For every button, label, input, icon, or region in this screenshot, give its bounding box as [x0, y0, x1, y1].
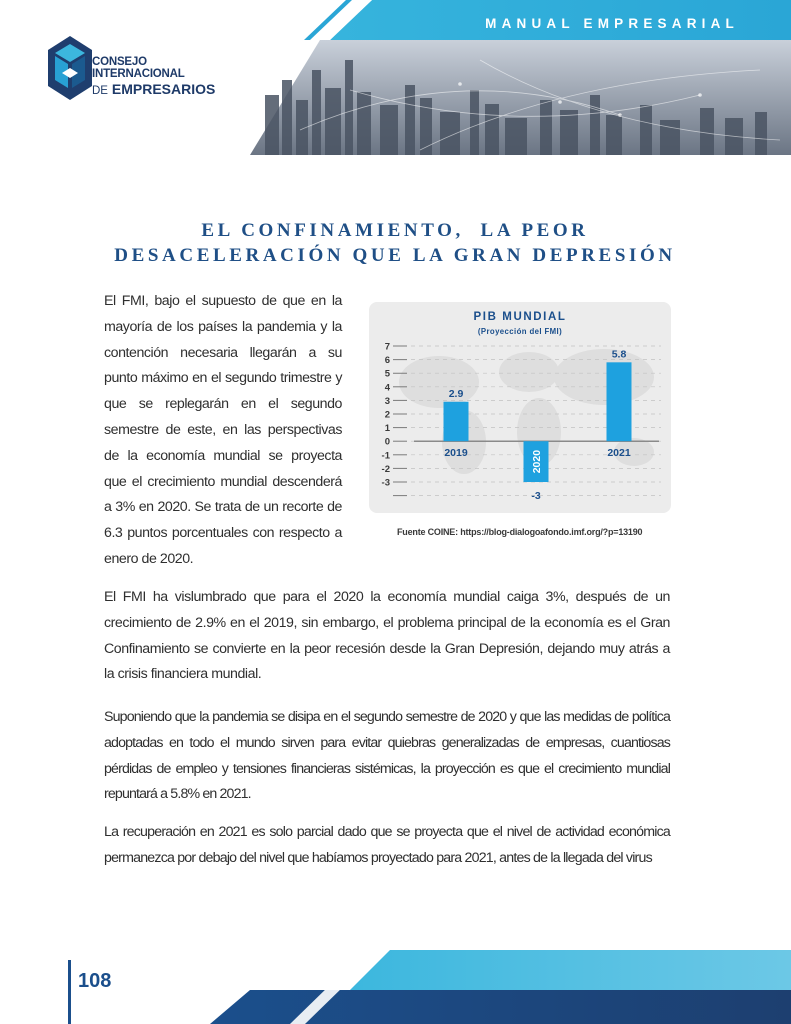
x-category-label: 2019	[444, 447, 468, 459]
organization-logo: CONSEJO INTERNACIONAL DE EMPRESARIOS	[48, 36, 228, 102]
logo-line-1: CONSEJO INTERNACIONAL	[92, 56, 185, 80]
chart-source: Fuente COINE: https://blog-dialogoafondo…	[397, 527, 643, 537]
paragraph-1: El FMI ha vislumbrado que para el 2020 l…	[104, 589, 670, 683]
page-number-rule	[68, 960, 71, 1024]
heading-line-1: EL CONFINAMIENTO, LA PEOR	[201, 220, 589, 241]
paragraph-2: Suponiendo que la pandemia se disipa en …	[104, 709, 671, 803]
gdp-chart-plot: 7 6 5 4 3 2 1 0 -1 -2 -3 2.9 2019 -3 2020 5.8 2021	[382, 342, 661, 502]
y-tick-label: 6	[385, 355, 390, 366]
cie-logo-icon	[48, 36, 92, 100]
footer-banner	[210, 950, 791, 1024]
gdp-chart: 7 6 5 4 3 2 1 0 -1 -2 -3 2.9 2019 -3 2020 5.8 2021 PIB …	[369, 302, 671, 513]
bar-value-label: -3	[531, 490, 540, 502]
x-category-label: 2020	[531, 450, 543, 474]
y-tick-label: 3	[385, 396, 390, 407]
x-category-label: 2021	[607, 447, 631, 459]
y-tick-label: -2	[382, 464, 390, 475]
paragraph-3: La recuperación en 2021 es solo parcial …	[104, 824, 671, 866]
header-title: MANUAL EMPRESARIAL	[485, 16, 739, 31]
page-number: 108	[78, 970, 112, 992]
world-map-background	[399, 349, 654, 474]
y-tick-label: -3	[382, 478, 390, 489]
y-tick-label: 7	[385, 342, 390, 353]
logo-line-2-prefix: DE	[92, 85, 108, 97]
bar-2020	[523, 441, 549, 482]
heading-line-2: DESACELERACIÓN QUE LA GRAN DEPRESIÓN	[114, 245, 676, 266]
y-tick-label: 4	[385, 382, 391, 393]
logo-line-2-strong: EMPRESARIOS	[111, 81, 216, 97]
intro-paragraph: El FMI, bajo el supuesto de que en la ma…	[104, 293, 342, 567]
logo-line-2: DE EMPRESARIOS	[92, 82, 228, 98]
y-tick-label: 0	[385, 437, 390, 448]
y-tick-label: 5	[385, 369, 391, 380]
chart-title: PIB MUNDIAL	[473, 311, 567, 323]
header-banner	[250, 0, 791, 155]
y-tick-label: 1	[385, 423, 391, 434]
bar-2021	[606, 362, 632, 442]
article-heading: EL CONFINAMIENTO, LA PEOR DESACELERACIÓN…	[90, 218, 700, 268]
y-tick-label: 2	[385, 410, 390, 421]
bar-value-label: 5.8	[612, 348, 627, 360]
bar-value-label: 2.9	[449, 388, 464, 400]
bar-2019	[443, 401, 469, 442]
y-tick-label: -1	[382, 450, 391, 461]
chart-subtitle: (Proyección del FMI)	[477, 327, 563, 336]
